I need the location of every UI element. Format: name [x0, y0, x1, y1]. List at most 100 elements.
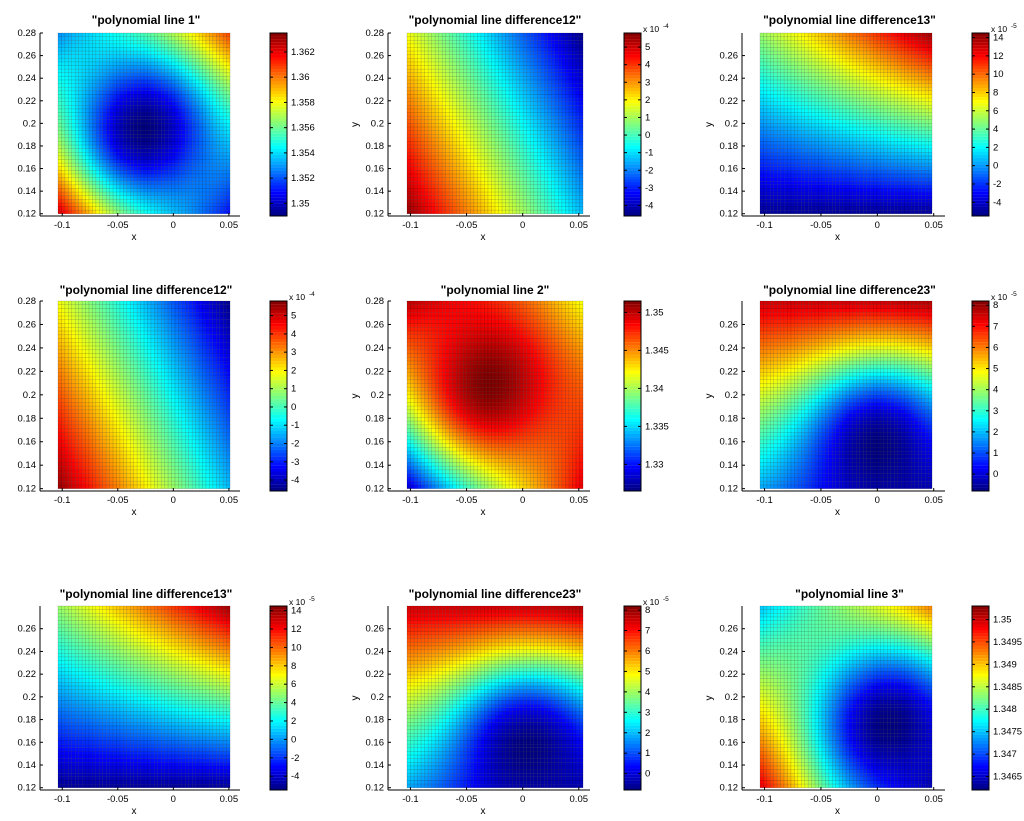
heatmap-cell [127, 51, 130, 55]
heatmap-cell [446, 91, 450, 95]
heatmap-cell [544, 170, 548, 174]
heatmap-cell [161, 141, 164, 145]
heatmap-cell [161, 66, 164, 70]
heatmap-cell [79, 134, 82, 138]
heatmap-cell [202, 156, 205, 160]
heatmap-cell [213, 37, 216, 41]
heatmap-cell [154, 87, 157, 91]
heatmap-cell [134, 131, 137, 135]
heatmap-cell [116, 170, 119, 174]
heatmap-cell [506, 55, 510, 59]
heatmap-cell [89, 178, 92, 182]
heatmap-cell [432, 98, 436, 102]
heatmap-cell [488, 188, 492, 192]
heatmap-cell [116, 149, 119, 153]
heatmap-cell [223, 120, 226, 124]
heatmap-cell [58, 178, 61, 182]
heatmap-cell [432, 178, 436, 182]
heatmap-cell [558, 116, 562, 120]
heatmap-cell [555, 185, 559, 189]
heatmap-cell [548, 94, 552, 98]
heatmap-cell [206, 141, 209, 145]
heatmap-cell [460, 149, 464, 153]
heatmap-cell [192, 102, 195, 106]
heatmap-cell [421, 181, 425, 185]
heatmap-cell [72, 196, 75, 200]
heatmap-cell [130, 105, 133, 109]
heatmap-cell [432, 138, 436, 142]
heatmap-cell [530, 44, 534, 48]
heatmap-cell [467, 145, 471, 149]
heatmap-cell [127, 178, 130, 182]
heatmap-cell [168, 167, 171, 171]
heatmap-cell [421, 192, 425, 196]
heatmap-cell [495, 156, 499, 160]
heatmap-cell [449, 33, 453, 37]
heatmap-cell [579, 40, 583, 44]
heatmap-cell [123, 163, 126, 167]
heatmap-cell [530, 134, 534, 138]
heatmap-cell [116, 167, 119, 171]
heatmap-cell [530, 149, 534, 153]
heatmap-cell [123, 62, 126, 66]
heatmap-cell [541, 123, 545, 127]
heatmap-cell [206, 116, 209, 120]
heatmap-cell [453, 156, 457, 160]
heatmap-cell [576, 91, 580, 95]
heatmap-cell [110, 87, 113, 91]
heatmap-cell [103, 116, 106, 120]
heatmap-cell [96, 84, 99, 88]
heatmap-cell [576, 203, 580, 207]
heatmap-cell [58, 55, 61, 59]
heatmap-cell [442, 138, 446, 142]
heatmap-cell [137, 134, 140, 138]
heatmap-cell [442, 33, 446, 37]
heatmap-cell [456, 62, 460, 66]
heatmap-cell [576, 178, 580, 182]
heatmap-cell [161, 210, 164, 214]
heatmap-cell [453, 33, 457, 37]
heatmap-cell [154, 210, 157, 214]
heatmap-cell [428, 160, 432, 164]
heatmap-cell [147, 210, 150, 214]
heatmap-cell [544, 199, 548, 203]
heatmap-cell [551, 199, 555, 203]
heatmap-cell [562, 120, 566, 124]
heatmap-cell [192, 62, 195, 66]
heatmap-cell [99, 102, 102, 106]
heatmap-cell [72, 145, 75, 149]
heatmap-cell [562, 66, 566, 70]
heatmap-cell [544, 192, 548, 196]
heatmap-cell [65, 105, 68, 109]
heatmap-cell [147, 178, 150, 182]
heatmap-cell [123, 87, 126, 91]
heatmap-cell [168, 102, 171, 106]
heatmap-cell [92, 84, 95, 88]
heatmap-cell [544, 76, 548, 80]
heatmap-cell [449, 91, 453, 95]
heatmap-cell [216, 44, 219, 48]
heatmap-cell [151, 58, 154, 62]
heatmap-cell [96, 66, 99, 70]
heatmap-cell [130, 141, 133, 145]
heatmap-cell [199, 199, 202, 203]
heatmap-cell [154, 134, 157, 138]
heatmap-cell [158, 73, 161, 77]
heatmap-cell [562, 196, 566, 200]
heatmap-cell [435, 94, 439, 98]
heatmap-cell [579, 47, 583, 51]
heatmap-cell [411, 120, 415, 124]
heatmap-cell [428, 69, 432, 73]
heatmap-cell [516, 156, 520, 160]
heatmap-cell [134, 181, 137, 185]
heatmap-cell [92, 207, 95, 211]
heatmap-cell [576, 207, 580, 211]
heatmap-cell [537, 94, 541, 98]
heatmap-cell [495, 181, 499, 185]
heatmap-cell [491, 98, 495, 102]
heatmap-cell [189, 98, 192, 102]
heatmap-cell [206, 134, 209, 138]
heatmap-cell [206, 73, 209, 77]
heatmap-cell [428, 58, 432, 62]
heatmap-cell [130, 94, 133, 98]
